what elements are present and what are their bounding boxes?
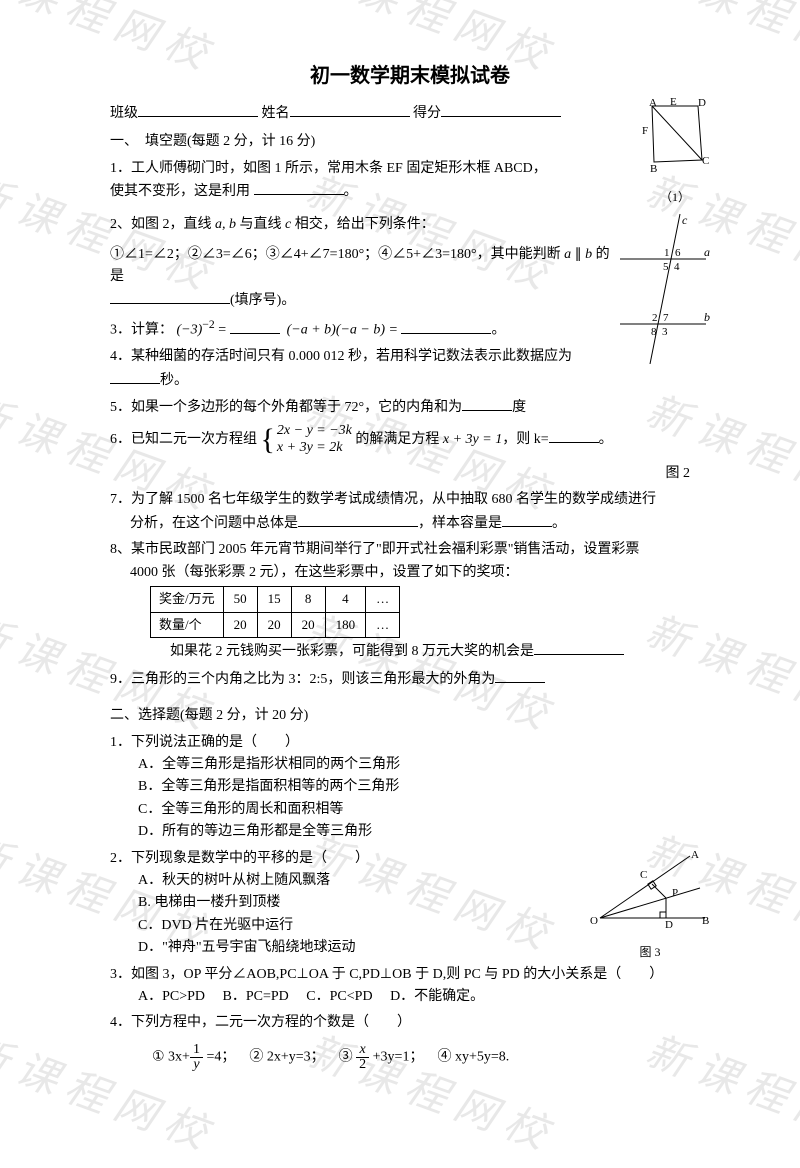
svg-text:B: B — [702, 915, 709, 927]
q8-tail: 如果花 2 元钱购买一张彩票，可能得到 8 万元大奖的机会是 — [110, 640, 710, 663]
svg-text:E: E — [670, 98, 677, 108]
svg-text:4: 4 — [674, 261, 680, 273]
svg-text:C: C — [640, 869, 647, 881]
svg-text:b: b — [704, 310, 710, 324]
q6: 6．已知二元一次方程组 { 2x − y = −3k x + 3y = 2k 的… — [110, 423, 710, 457]
svg-text:D: D — [665, 919, 673, 931]
svg-text:C: C — [702, 155, 709, 167]
svg-text:A: A — [691, 849, 699, 861]
svg-text:7: 7 — [663, 312, 669, 324]
figure-3: O A B C D P 图 3 — [590, 848, 710, 963]
svg-text:5: 5 — [663, 261, 669, 273]
mc4: 4．下列方程中，二元一次方程的个数是（ ） ① 3x+1y =4； ② 2x+y… — [110, 1012, 710, 1071]
svg-text:3: 3 — [662, 326, 668, 338]
section-1-heading: 一、 填空题(每题 2 分，计 16 分) — [110, 131, 710, 153]
q5: 5．如果一个多边形的每个外角都等于 72°，它的内角和为度 — [110, 396, 710, 419]
svg-text:c: c — [682, 214, 688, 227]
section-2-heading: 二、选择题(每题 2 分，计 20 分) — [110, 705, 710, 727]
q7: 7．为了解 1500 名七年级学生的数学考试成绩情况，从中抽取 680 名学生的… — [110, 489, 710, 535]
q9: 9．三角形的三个内角之比为 3：2:5，则该三角形最大的外角为 — [110, 668, 710, 691]
svg-text:1: 1 — [664, 247, 670, 259]
svg-text:P: P — [672, 887, 678, 899]
exam-page: 初一数学期末模拟试卷 A E D F B C （1） 班级 姓名 得分 一、 填… — [0, 0, 800, 1112]
svg-text:B: B — [650, 163, 657, 175]
svg-text:2: 2 — [652, 312, 658, 324]
svg-text:F: F — [642, 125, 648, 137]
prize-table: 奖金/万元 50 15 8 4 … 数量/个 20 20 20 180 … — [150, 586, 400, 639]
student-info: 班级 姓名 得分 — [110, 102, 710, 125]
svg-text:O: O — [590, 915, 598, 927]
svg-text:a: a — [704, 245, 710, 259]
figure-2: c a b 1 6 5 4 2 7 8 3 — [620, 214, 710, 372]
mc3: 3．如图 3，OP 平分∠AOB,PC⊥OA 于 C,PD⊥OB 于 D,则 P… — [110, 964, 710, 1009]
figure-2-caption: 图 2 — [110, 463, 710, 485]
q8: 8、某市民政部门 2005 年元宵节期间举行了"即开式社会福利彩票"销售活动，设… — [110, 539, 710, 584]
svg-text:8: 8 — [651, 326, 657, 338]
mc1: 1．下列说法正确的是（ ） A．全等三角形是指形状相同的两个三角形 B．全等三角… — [110, 732, 710, 844]
figure-1: A E D F B C （1） — [640, 98, 710, 208]
svg-text:A: A — [649, 98, 657, 109]
svg-text:6: 6 — [675, 247, 681, 259]
exam-title: 初一数学期末模拟试卷 — [110, 60, 710, 92]
q1: 1．工人师傅砌门时，如图 1 所示，常用木条 EF 固定矩形木框 ABCD， 使… — [110, 158, 710, 204]
svg-text:D: D — [698, 98, 706, 109]
